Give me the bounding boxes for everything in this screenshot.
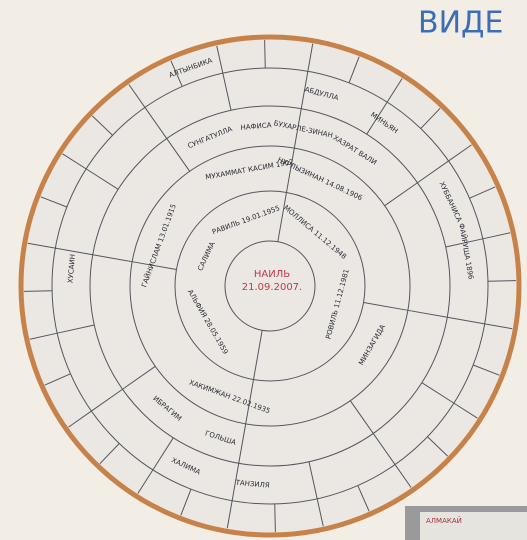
- slide: ВИДЕ НАИЛЬ 21.09.2007. АЛМАКАЙ РАВИЛЬ 19…: [0, 0, 527, 540]
- sector-line: [24, 291, 52, 292]
- sector-line: [265, 40, 266, 68]
- inset-label: АЛМАКАЙ: [426, 516, 462, 525]
- center-date: 21.09.2007.: [242, 282, 302, 293]
- center-name: НАИЛЬ: [254, 269, 290, 280]
- sector-line: [275, 504, 276, 532]
- sector-line: [488, 281, 516, 282]
- slide-title: ВИДЕ: [418, 6, 503, 41]
- page: {"header": {"title": "ВИДЕ"}, "chart": {…: [0, 0, 527, 540]
